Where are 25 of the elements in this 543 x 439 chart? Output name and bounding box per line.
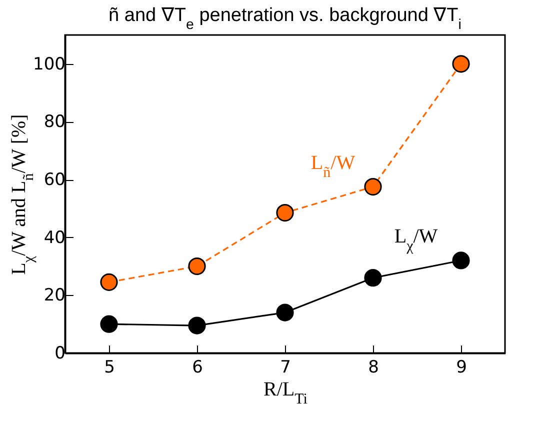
series-label: L$_{χ}$/W <box>394 225 438 254</box>
y-tick-label: 80 <box>44 112 66 132</box>
series-label: L$_{ñ}$/W <box>310 152 356 181</box>
chart-title: ñ and ∇T$_{e}$ penetration vs. background ∇T$_{i}$ <box>108 5 462 33</box>
y-tick-label: 20 <box>44 286 66 306</box>
point <box>364 269 382 287</box>
x-axis-title: R/L$_{Ti}$ <box>264 378 308 408</box>
y-tick-label: 0 <box>54 344 66 364</box>
point <box>188 257 206 276</box>
x-tick-label: 5 <box>104 358 115 378</box>
point <box>100 315 118 333</box>
x-tick-label: 6 <box>192 358 203 378</box>
x-tick-label: 7 <box>280 358 291 378</box>
y-tick-label: 60 <box>44 170 66 190</box>
point <box>100 273 118 291</box>
point <box>364 178 382 196</box>
point <box>452 55 470 73</box>
point <box>276 204 294 222</box>
y-tick-label: 100 <box>33 54 66 74</box>
point <box>452 252 470 270</box>
x-tick-label: 8 <box>368 358 379 378</box>
y-tick-label: 40 <box>44 228 66 248</box>
x-tick-label: 9 <box>456 358 467 378</box>
point <box>188 316 206 334</box>
point <box>276 304 294 322</box>
